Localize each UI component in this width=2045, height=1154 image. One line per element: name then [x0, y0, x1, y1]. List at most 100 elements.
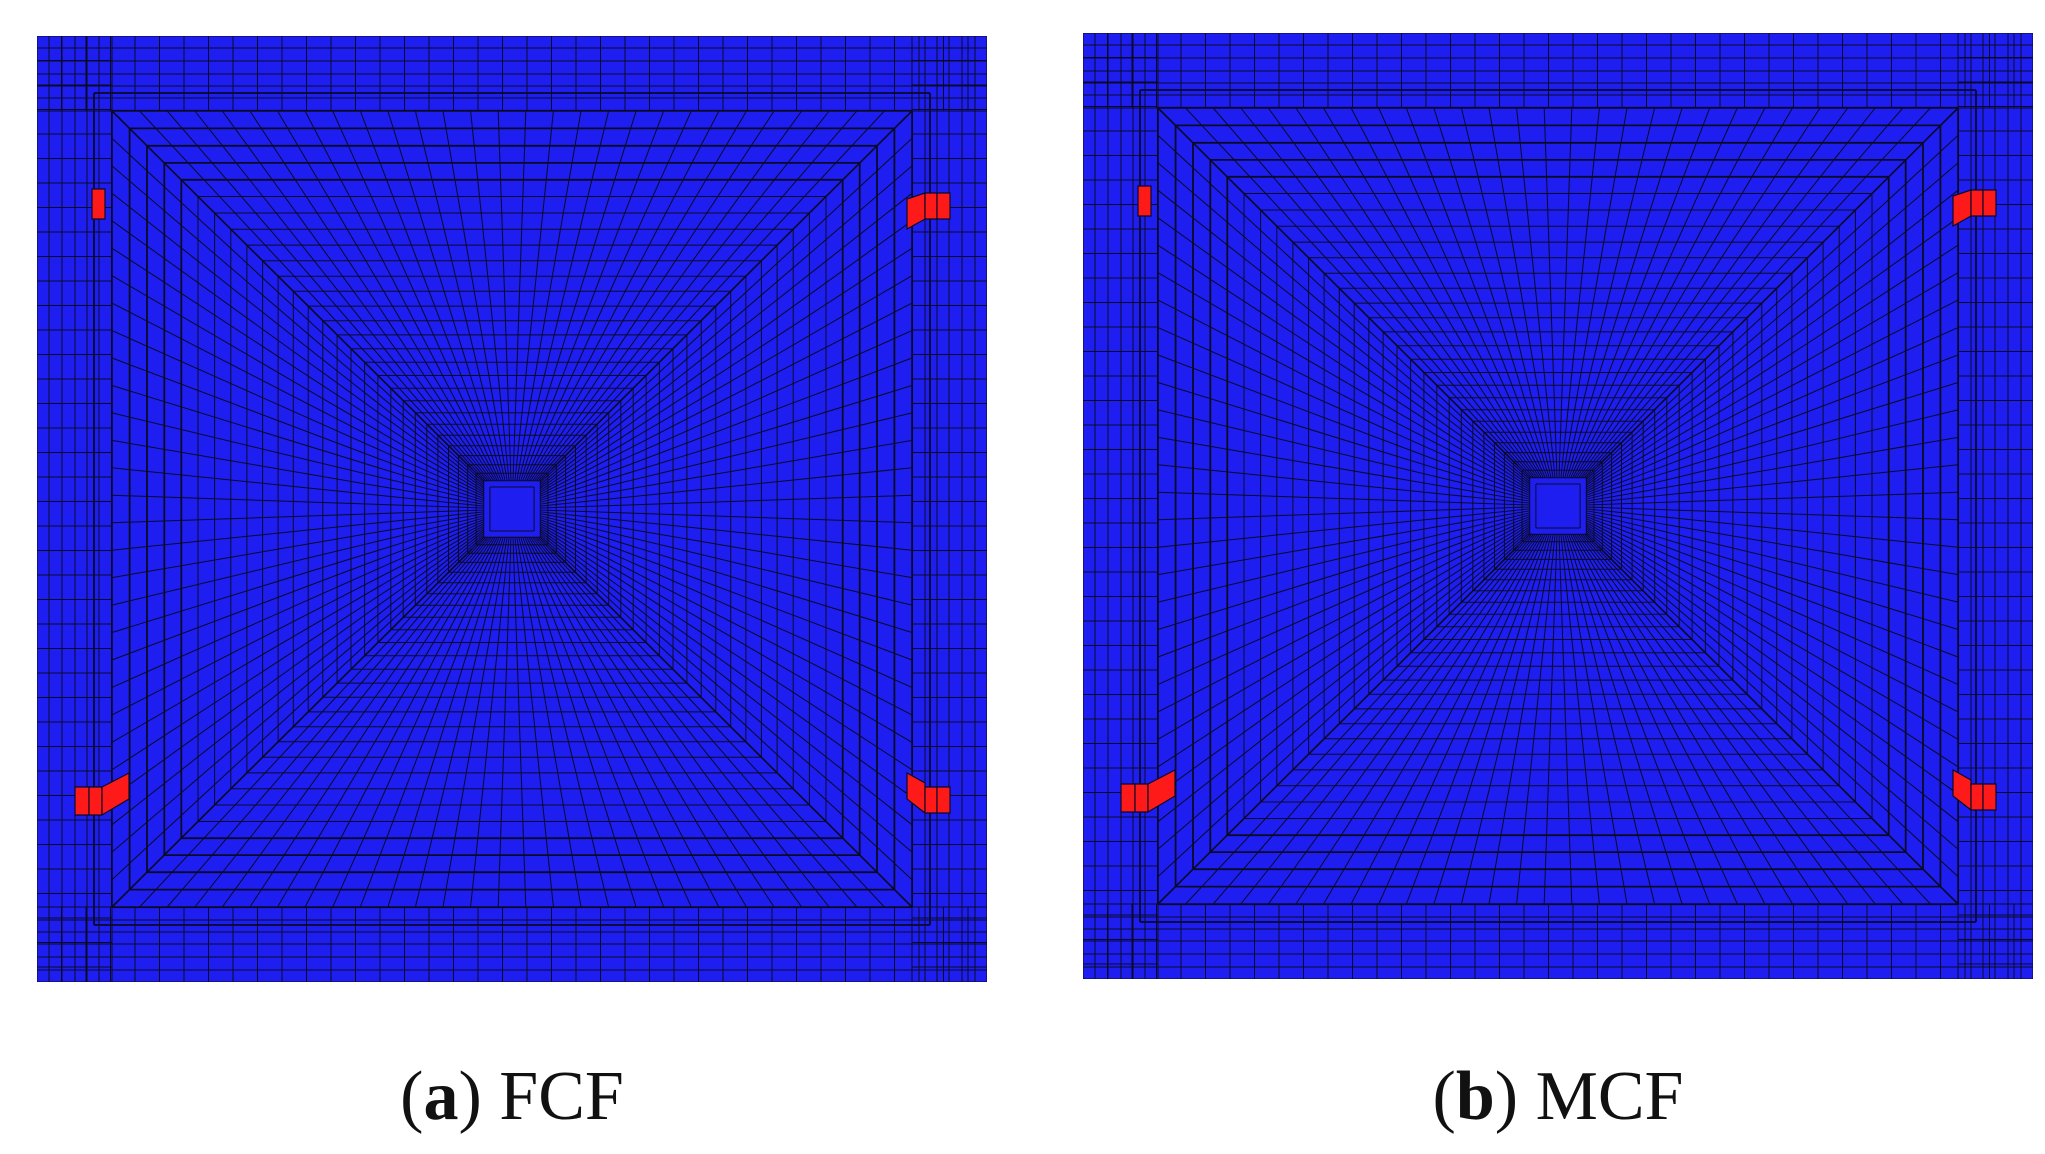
mesh-line: [1157, 545, 1519, 905]
mesh-line: [387, 110, 504, 482]
mesh-line: [533, 110, 830, 482]
mesh-line: [139, 110, 487, 482]
mesh-line: [1585, 523, 1959, 768]
mesh-line: [1585, 189, 1959, 485]
mesh-line: [111, 528, 485, 798]
mesh-line: [1488, 107, 1554, 479]
mesh-line: [111, 515, 485, 606]
mesh-line: [1405, 107, 1548, 479]
mesh-line: [1157, 520, 1531, 713]
mesh-line: [1212, 533, 1535, 905]
mesh-line: [1579, 533, 1876, 905]
mesh-line: [539, 247, 913, 492]
mesh-line: [1267, 533, 1539, 905]
mesh-line: [1157, 217, 1531, 487]
mesh-line: [539, 165, 913, 486]
mesh-line: [249, 110, 495, 482]
mesh-line: [1185, 533, 1533, 905]
mesh-line: [111, 330, 485, 497]
mesh-line: [1577, 107, 1849, 479]
mesh-line: [1585, 272, 1959, 491]
mesh-line: [1566, 533, 1683, 905]
mesh-line: [1585, 531, 1959, 877]
mesh-line: [516, 110, 582, 482]
mesh-line: [1323, 107, 1543, 479]
mesh-line: [1157, 327, 1531, 494]
mesh-line: [111, 521, 485, 688]
highlighted-element: [1147, 769, 1176, 814]
mesh-line: [1157, 527, 1531, 823]
mesh-line: [512, 536, 527, 908]
mesh-line: [539, 517, 913, 633]
mesh-line: [1157, 521, 1531, 740]
mesh-line: [1267, 107, 1539, 479]
mesh-line: [1433, 107, 1550, 479]
mesh-line: [1568, 533, 1711, 905]
mesh-line: [442, 536, 508, 908]
highlighted-element: [924, 192, 938, 220]
mesh-line: [539, 357, 913, 499]
highlighted-elements: [74, 188, 951, 817]
mesh-line: [111, 523, 485, 716]
mesh-line: [1585, 521, 1959, 740]
mesh-line: [1157, 518, 1531, 685]
mesh-line: [1157, 135, 1531, 481]
highlighted-element: [1137, 185, 1152, 217]
mesh-line: [111, 138, 485, 484]
mesh-line: [111, 165, 485, 486]
mesh-line: [1585, 518, 1959, 685]
mesh-line: [539, 511, 913, 551]
highlighted-element: [936, 786, 951, 814]
highlighted-element: [1970, 189, 1984, 217]
mesh-line: [529, 536, 775, 908]
mesh-line: [1157, 354, 1531, 496]
mesh-line: [527, 110, 747, 482]
caption-letter: a: [423, 1058, 459, 1135]
mesh-line: [1585, 299, 1959, 492]
mesh-line: [1516, 533, 1556, 905]
mesh-line: [111, 513, 485, 579]
mesh-line: [539, 526, 913, 771]
mesh-line: [332, 536, 500, 908]
mesh-line: [111, 517, 485, 633]
mesh-line: [111, 302, 485, 495]
mesh-line: [470, 110, 510, 482]
mesh-line: [537, 110, 885, 482]
mesh-line: [527, 536, 747, 908]
mesh-line: [512, 110, 527, 482]
mesh-line: [1295, 107, 1541, 479]
mesh-line: [1585, 354, 1959, 496]
mesh-line: [1585, 409, 1959, 500]
mesh-line: [1157, 244, 1531, 489]
mesh-line: [539, 385, 913, 501]
mesh-line: [497, 110, 512, 482]
mesh-line: [1585, 525, 1959, 795]
mesh-line: [111, 385, 485, 501]
mesh-line: [1585, 508, 1959, 548]
mesh-line: [1585, 527, 1959, 823]
mesh-line: [539, 523, 913, 716]
mesh-line: [524, 536, 692, 908]
mesh-line: [1564, 533, 1656, 905]
mesh-line: [531, 110, 803, 482]
mesh-line: [1585, 506, 1959, 521]
mesh-line: [1585, 520, 1959, 713]
mesh-line: [520, 110, 637, 482]
mesh-line: [516, 536, 582, 908]
mesh-line: [1575, 533, 1821, 905]
mesh-line: [1157, 409, 1531, 500]
mesh-line: [1585, 244, 1959, 489]
mesh-line: [1157, 508, 1531, 548]
mesh-line: [1558, 533, 1573, 905]
mesh-line: [1572, 533, 1766, 905]
mesh-line: [1597, 545, 1959, 905]
mesh-line: [1573, 533, 1793, 905]
mesh-line: [1570, 107, 1738, 479]
mesh-line: [1350, 533, 1544, 905]
mesh-line: [1157, 514, 1531, 630]
mesh-line: [111, 220, 485, 490]
mesh-line: [442, 110, 508, 482]
mesh-line: [1570, 533, 1738, 905]
mesh-line: [277, 536, 497, 908]
highlighted-element: [1120, 783, 1136, 813]
